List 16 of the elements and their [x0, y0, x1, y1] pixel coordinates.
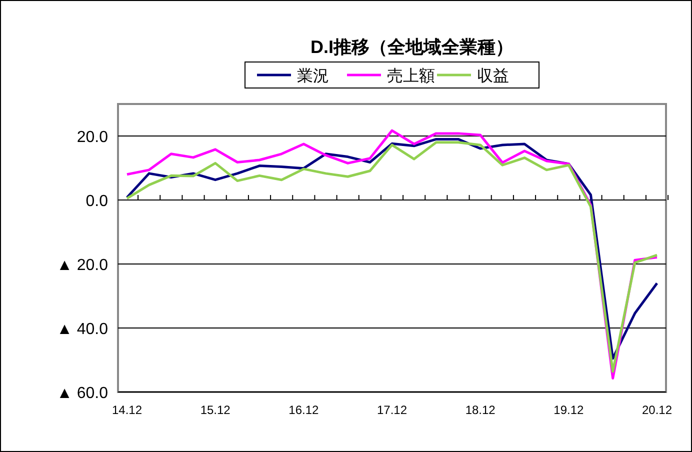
chart-title: D.I推移（全地域全業種） [310, 37, 514, 57]
legend-label: 収益 [477, 67, 509, 85]
x-tick-label: 18.12 [465, 403, 496, 417]
y-tick-label: ▲ 40.0 [56, 321, 108, 338]
x-tick-label: 19.12 [554, 403, 584, 417]
x-tick-label: 15.12 [200, 403, 231, 417]
x-tick-label: 17.12 [376, 403, 408, 417]
y-tick-label: 0.0 [86, 193, 108, 210]
x-tick-label: 14.12 [112, 403, 142, 417]
x-tick-label: 16.12 [288, 403, 320, 417]
x-tick-label: 20.12 [642, 403, 672, 417]
legend-label: 業況 [297, 67, 329, 85]
y-tick-label: ▲ 60.0 [56, 385, 108, 402]
legend-label: 売上額 [387, 67, 435, 85]
y-tick-label: 20.0 [76, 129, 108, 146]
y-tick-label: ▲ 20.0 [56, 257, 108, 274]
